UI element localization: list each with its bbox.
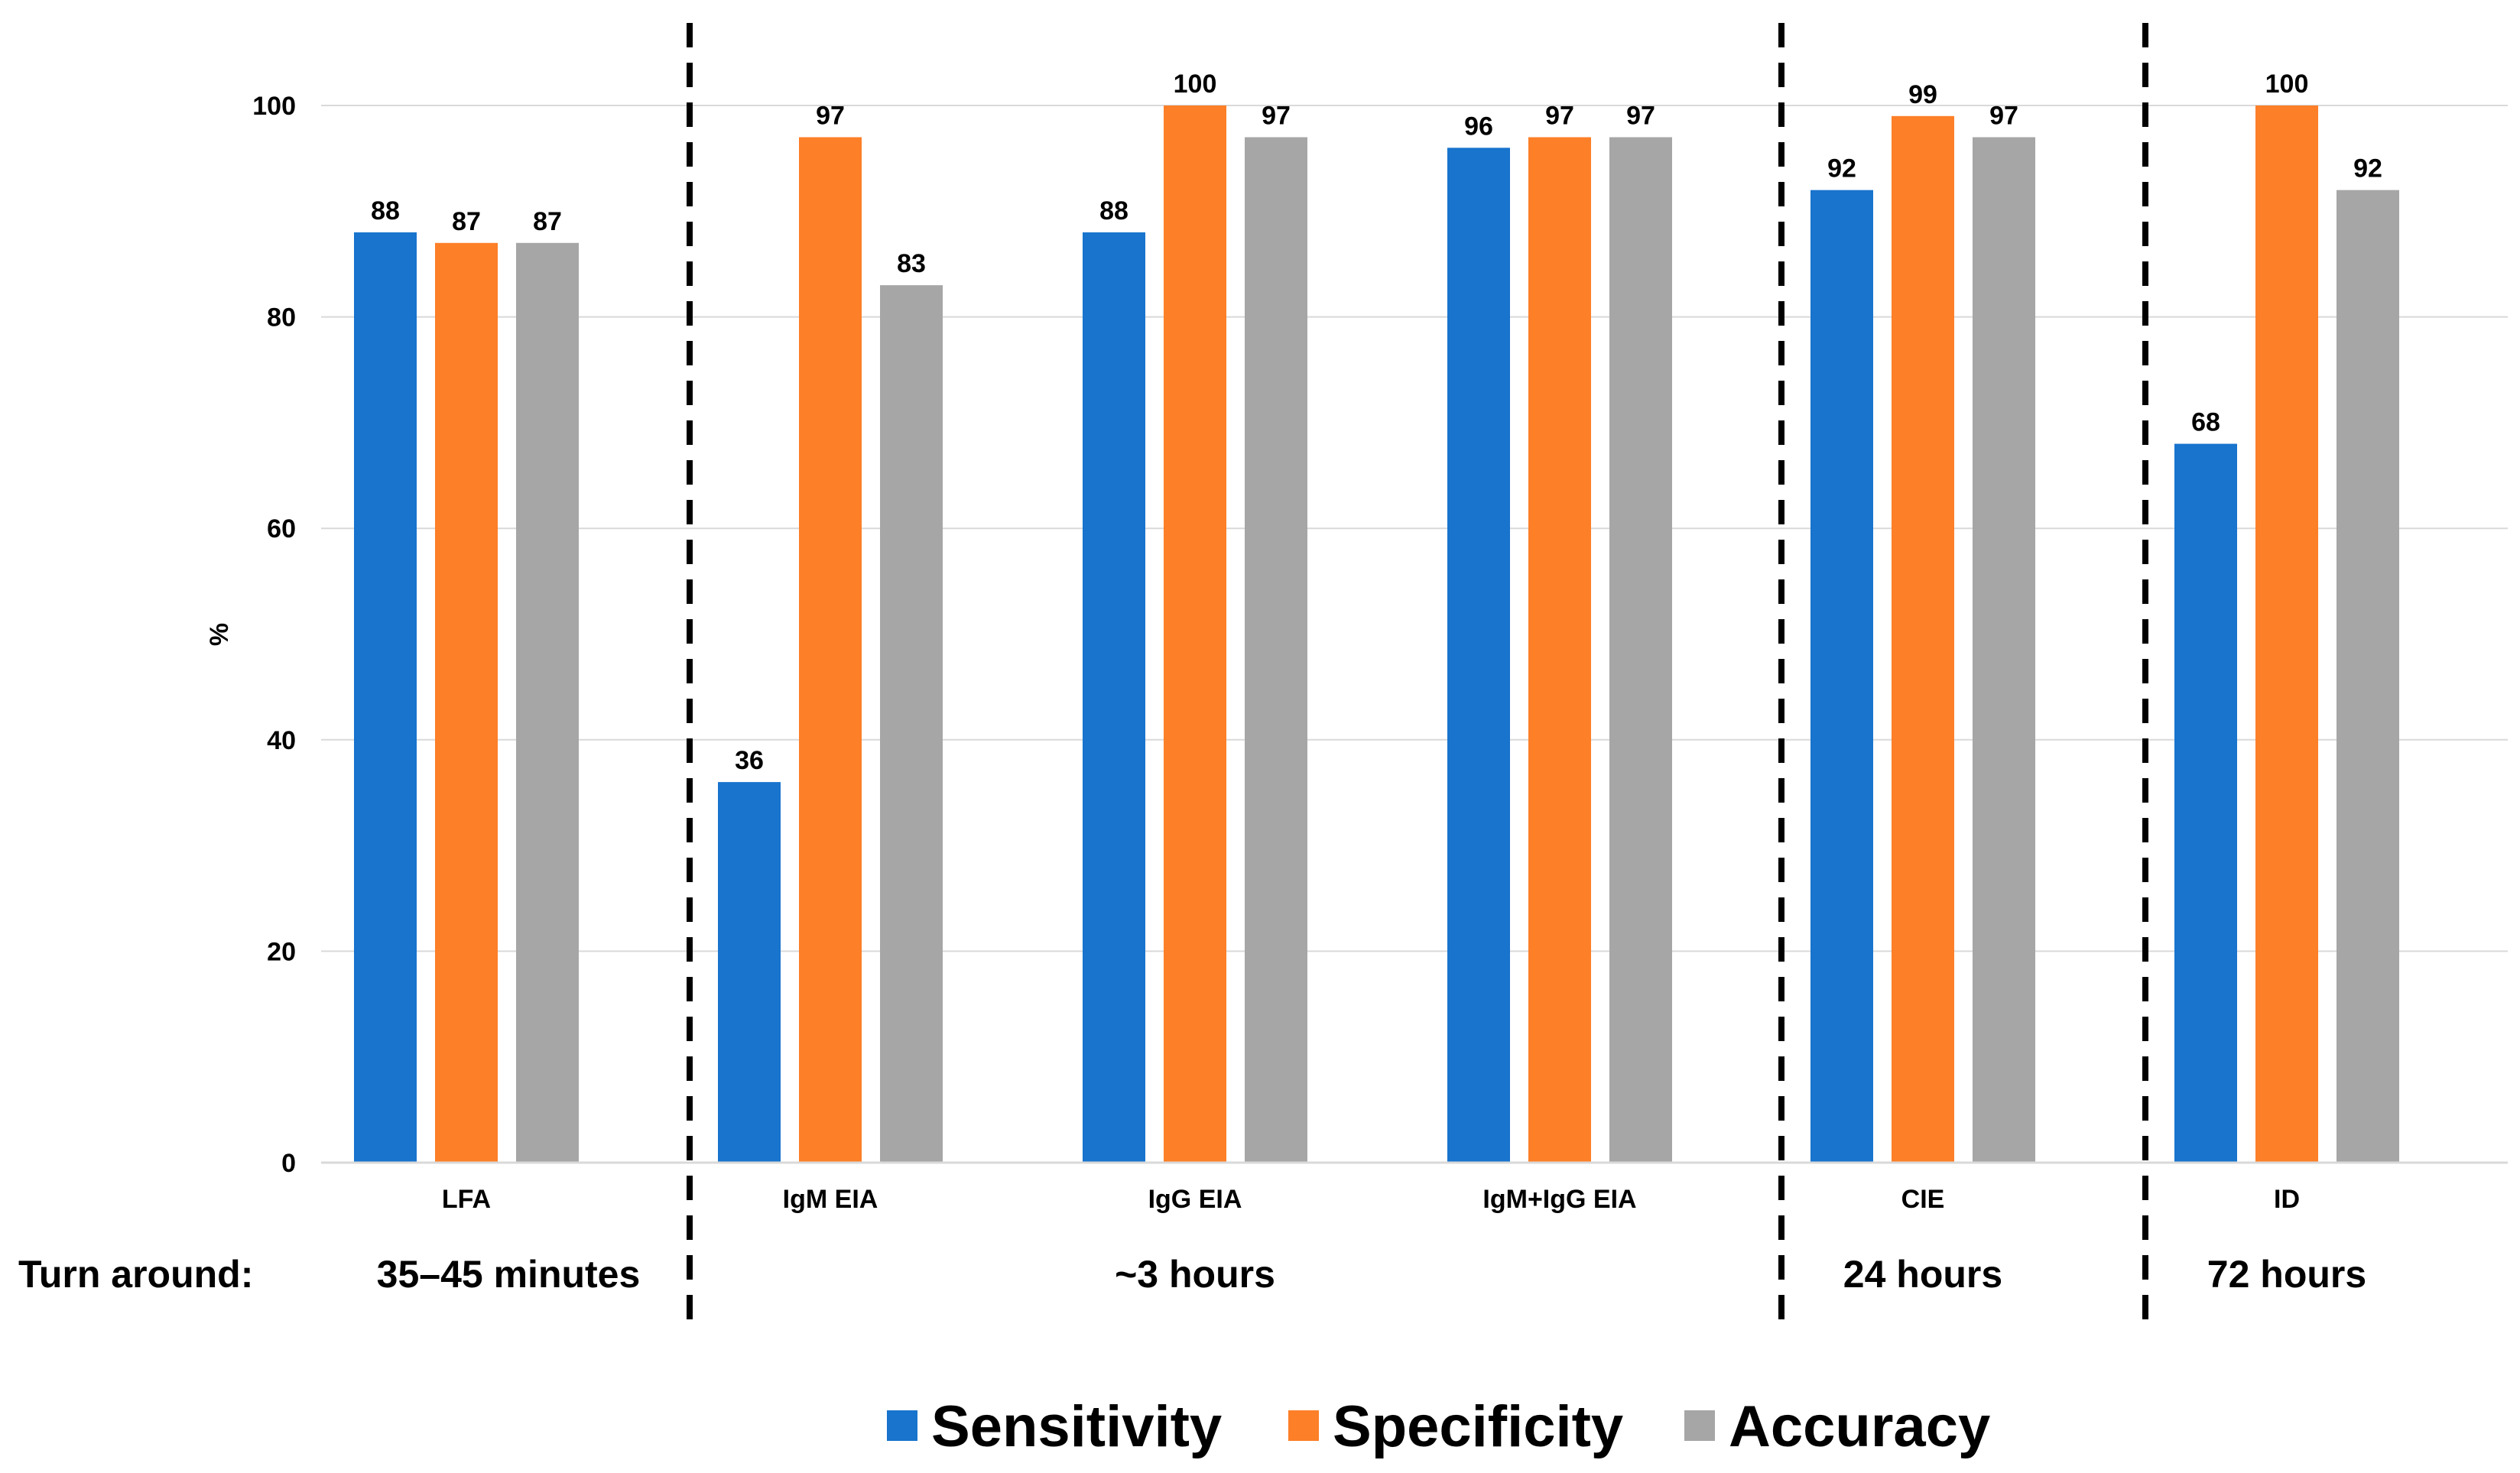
turnaround-time: ~3 hours [1115, 1253, 1275, 1296]
bar-specificity [435, 242, 498, 1163]
bar-specificity [799, 137, 862, 1163]
bar-sensitivity [1810, 190, 1873, 1163]
legend-label-specificity: Specificity [1333, 1394, 1623, 1459]
data-label: 83 [897, 249, 926, 278]
category-label: CIE [1901, 1185, 1945, 1214]
turnaround-label: Turn around: [18, 1253, 253, 1296]
data-label: 97 [1989, 101, 2018, 130]
bar-accuracy [1609, 137, 1672, 1163]
category-label: LFA [442, 1185, 491, 1214]
data-label: 99 [1908, 80, 1937, 109]
data-label: 87 [452, 207, 481, 236]
legend-swatch-sensitivity [887, 1410, 917, 1441]
category-label: IgM+IgG EIA [1482, 1185, 1636, 1214]
y-tick-label: 20 [267, 937, 296, 966]
y-tick-label: 40 [267, 726, 296, 755]
y-tick-label: 60 [267, 514, 296, 543]
data-labels: 88 87 87 36 97 83 88 100 97 96 97 97 92 99 97 68 100 92 [371, 70, 2382, 775]
bar-accuracy [2337, 190, 2399, 1163]
data-label: 92 [2353, 154, 2382, 183]
data-label: 97 [816, 101, 845, 130]
data-label: 97 [1262, 101, 1291, 130]
bar-accuracy [1973, 137, 2035, 1163]
turnaround-time: 35–45 minutes [377, 1253, 641, 1296]
turnaround-time: 24 hours [1843, 1253, 2002, 1296]
legend-label-sensitivity: Sensitivity [931, 1394, 1222, 1459]
y-tick-label: 80 [267, 303, 296, 333]
data-label: 96 [1464, 112, 1493, 141]
bar-sensitivity [2174, 443, 2237, 1163]
data-label: 100 [2265, 70, 2309, 99]
data-label: 97 [1545, 101, 1574, 130]
legend-label-accuracy: Accuracy [1729, 1394, 1990, 1459]
y-tick-label: 100 [252, 92, 296, 121]
bar-accuracy [516, 242, 579, 1163]
bar-accuracy [1245, 137, 1307, 1163]
data-label: 92 [1827, 154, 1856, 183]
bar-specificity [1528, 137, 1591, 1163]
bar-sensitivity [354, 232, 417, 1163]
legend: Sensitivity Specificity Accuracy [887, 1394, 1990, 1459]
bar-specificity [1164, 105, 1226, 1163]
y-axis-ticks: 0 20 40 60 80 100 [252, 92, 296, 1178]
y-axis-label: % [205, 623, 234, 646]
legend-swatch-accuracy [1684, 1410, 1715, 1441]
bar-specificity [1892, 115, 1954, 1163]
data-label: 88 [1099, 196, 1128, 225]
category-label: IgG EIA [1148, 1185, 1242, 1214]
bars [354, 105, 2399, 1163]
data-label: 97 [1626, 101, 1655, 130]
turnaround-groups: 35–45 minutes ~3 hours 24 hours 72 hours [377, 1253, 2367, 1296]
bar-sensitivity [1083, 232, 1145, 1163]
legend-swatch-specificity [1288, 1410, 1319, 1441]
data-label: 68 [2191, 408, 2220, 437]
turnaround-time: 72 hours [2207, 1253, 2366, 1296]
bar-accuracy [880, 285, 943, 1163]
category-label: ID [2274, 1185, 2300, 1214]
data-label: 87 [533, 207, 562, 236]
group-dividers [687, 23, 2148, 1330]
data-label: 88 [371, 196, 400, 225]
y-tick-label: 0 [281, 1149, 296, 1178]
data-label: 36 [735, 746, 764, 775]
category-label: IgM EIA [783, 1185, 878, 1214]
category-labels: LFA IgM EIA IgG EIA IgM+IgG EIA CIE ID [442, 1185, 2300, 1214]
bar-specificity [2255, 105, 2318, 1163]
bar-sensitivity [1447, 148, 1510, 1163]
data-label: 100 [1174, 70, 1217, 99]
bar-sensitivity [718, 782, 781, 1163]
